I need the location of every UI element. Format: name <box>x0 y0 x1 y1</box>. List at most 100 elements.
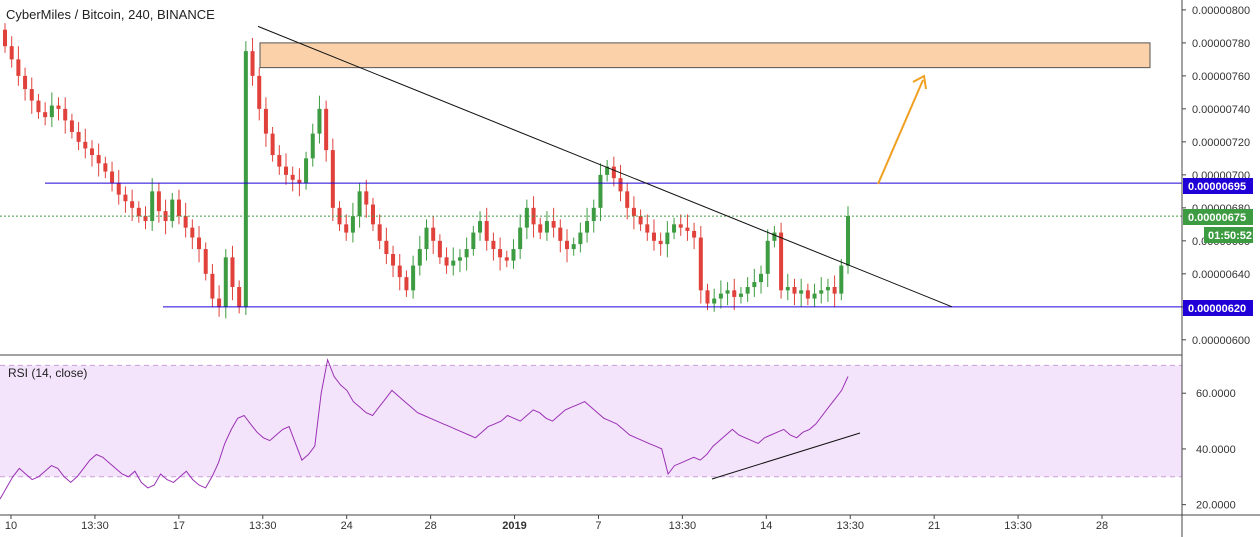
candle-body <box>270 133 275 156</box>
time-tick-label: 28 <box>424 520 436 532</box>
candle-body <box>638 216 643 225</box>
candle-body <box>210 273 215 299</box>
candle-body <box>611 166 616 179</box>
candle-body <box>370 204 375 225</box>
candle-body <box>551 221 556 228</box>
candle-body <box>404 277 409 291</box>
candle-body <box>785 287 790 291</box>
candle-body <box>197 237 202 250</box>
candle-body <box>538 224 543 233</box>
target-arrow[interactable] <box>877 79 924 185</box>
candle-body <box>732 290 737 297</box>
price-tag-resistance: 0.00000695 <box>1183 178 1253 194</box>
candle-body <box>183 216 188 228</box>
candle-body <box>692 230 697 238</box>
rsi-trendline[interactable] <box>711 432 861 480</box>
time-tick-label: 13:30 <box>249 520 277 532</box>
candle-body <box>491 240 496 250</box>
candle-body <box>344 224 349 233</box>
candle-body <box>518 227 523 250</box>
candle-body <box>43 112 48 118</box>
rsi-axis: 20.0000 40.0000 60.0000 <box>1182 388 1236 512</box>
candle-body <box>598 174 603 208</box>
price-tag-support: 0.00000620 <box>1183 300 1253 316</box>
candle-body <box>524 207 529 228</box>
candle-body <box>665 232 670 245</box>
countdown-label: 01:50:52 <box>1208 230 1252 242</box>
candle-body <box>444 257 449 266</box>
candle-body <box>712 298 717 304</box>
candle-body <box>357 191 362 217</box>
price-tick-label: 0.00000740 <box>1192 104 1250 116</box>
candle-body <box>672 224 677 233</box>
candle-body <box>310 133 315 159</box>
candle-body <box>658 240 663 245</box>
candle-body <box>484 221 489 241</box>
descending-trendline[interactable] <box>257 25 953 308</box>
rsi-tick-label: 60.0000 <box>1196 388 1236 400</box>
candle-body <box>471 232 476 250</box>
time-tick-label: 13:30 <box>669 520 697 532</box>
candle-body <box>738 293 743 297</box>
candle-body <box>805 290 810 299</box>
candle-body <box>324 108 329 151</box>
time-tick-label: 13:30 <box>81 520 109 532</box>
price-tick-label: 0.00000640 <box>1192 269 1250 281</box>
candle-body <box>29 89 34 101</box>
time-tick-label: 28 <box>1096 520 1108 532</box>
arrow-head-icon <box>912 74 927 90</box>
candle-body <box>705 290 710 304</box>
candle-body <box>544 221 549 233</box>
candle-body <box>69 120 74 132</box>
candle-body <box>558 227 563 241</box>
time-axis: 10 13:30 17 13:30 24 28 2019 7 13:30 14 13:30 21 13:… <box>5 515 1108 532</box>
candle-body <box>89 148 94 156</box>
candle-body <box>411 265 416 291</box>
candle-body <box>451 260 456 266</box>
candle-body <box>498 249 503 258</box>
candle-body <box>330 150 335 208</box>
candle-body <box>725 290 730 294</box>
candle-body <box>478 221 483 233</box>
time-tick-label: 13:30 <box>1004 520 1032 532</box>
candle-body <box>350 216 355 233</box>
candle-body <box>297 179 302 184</box>
candle-body <box>571 244 576 250</box>
candle-body <box>170 199 175 222</box>
resistance-zone[interactable] <box>259 42 1151 69</box>
candle-body <box>156 191 161 212</box>
price-tick-label: 0.00000600 <box>1192 335 1250 347</box>
time-tick-label: 13:30 <box>836 520 864 532</box>
candle-body <box>765 240 770 274</box>
candle-body <box>263 108 268 134</box>
candle-body <box>150 191 155 222</box>
candle-body <box>585 221 590 233</box>
candle-body <box>752 282 757 288</box>
candle-body <box>63 108 68 121</box>
price-tag-resistance-label: 0.00000695 <box>1188 181 1246 193</box>
candle-body <box>745 287 750 294</box>
time-tick-label: 24 <box>341 520 353 532</box>
candle-body <box>290 174 295 180</box>
candle-body <box>678 224 683 228</box>
rsi-band <box>0 365 1182 477</box>
candle-body <box>651 232 656 241</box>
candle-body <box>464 249 469 258</box>
candle-body <box>243 51 248 307</box>
candle-body <box>839 265 844 294</box>
time-tick-label: 17 <box>173 520 185 532</box>
candle-body <box>564 240 570 250</box>
candle-body <box>457 257 462 261</box>
time-tick-label: 10 <box>5 520 17 532</box>
candle-body <box>631 207 636 217</box>
candle-body <box>618 178 623 192</box>
candle-body <box>96 155 101 164</box>
price-tick-label: 0.00000800 <box>1192 5 1250 17</box>
price-tick-label: 0.00000760 <box>1192 71 1250 83</box>
time-tick-label: 21 <box>928 520 940 532</box>
candle-body <box>698 237 703 291</box>
candle-body <box>391 254 396 266</box>
candle-body <box>779 232 784 291</box>
candle-body <box>130 201 135 208</box>
